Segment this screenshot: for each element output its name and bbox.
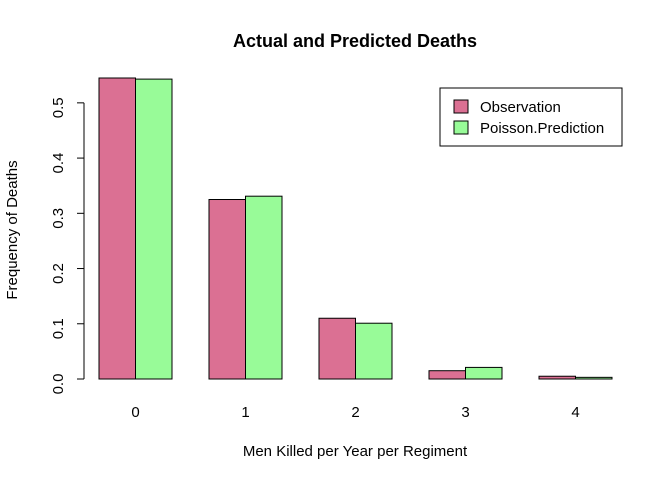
x-axis-label: Men Killed per Year per Regiment — [243, 443, 468, 460]
bar-observation-3 — [428, 370, 466, 380]
legend: Observation Poisson.Prediction — [439, 87, 623, 147]
x-tick-label: 2 — [351, 404, 359, 421]
x-tick-label: 3 — [461, 404, 469, 421]
bar-observation-4 — [538, 375, 576, 380]
x-tick-label: 1 — [241, 404, 249, 421]
y-tick-label: 0.3 — [50, 208, 67, 229]
bars-group — [98, 77, 613, 380]
bar-poisson-prediction-2 — [355, 322, 393, 380]
bar-poisson-prediction-4 — [575, 376, 613, 380]
legend-swatch-observation — [453, 99, 469, 114]
x-tick-label: 4 — [571, 404, 579, 421]
x-tick-label: 0 — [131, 404, 139, 421]
legend-label-poisson-prediction: Poisson.Prediction — [480, 120, 604, 137]
legend-label-observation: Observation — [480, 99, 561, 116]
bar-observation-2 — [318, 317, 356, 380]
bar-observation-1 — [208, 199, 246, 380]
y-axis: 0.0 0.1 0.2 0.3 0.4 0.5 — [50, 97, 85, 395]
y-tick-label: 0.0 — [50, 374, 67, 395]
legend-swatch-poisson-prediction — [453, 120, 469, 135]
bar-poisson-prediction-1 — [245, 195, 283, 380]
legend-box — [439, 87, 623, 147]
y-tick-label: 0.1 — [50, 318, 67, 339]
y-tick-label: 0.2 — [50, 263, 67, 284]
y-tick-label: 0.4 — [50, 153, 67, 174]
x-tick-labels: 0 1 2 3 4 — [131, 404, 579, 421]
bar-poisson-prediction-0 — [135, 78, 173, 380]
bar-observation-0 — [98, 77, 136, 380]
y-tick-label: 0.5 — [50, 97, 67, 118]
y-axis-label: Frequency of Deaths — [4, 160, 21, 299]
bar-poisson-prediction-3 — [465, 366, 503, 380]
chart-title: Actual and Predicted Deaths — [233, 31, 477, 51]
